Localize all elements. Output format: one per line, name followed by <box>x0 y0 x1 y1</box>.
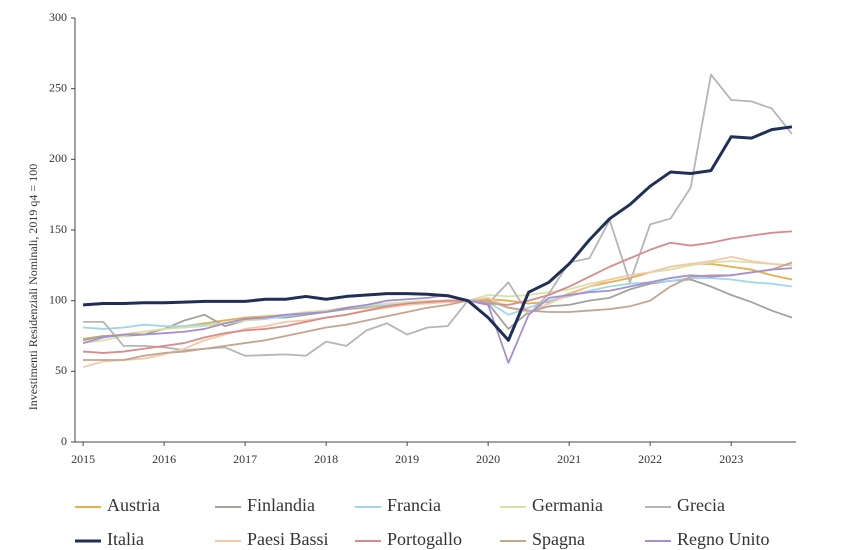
y-tick-label: 250 <box>49 80 67 94</box>
series-line <box>83 261 793 361</box>
series-line <box>82 125 793 342</box>
x-tick-label: 2015 <box>71 452 95 466</box>
legend-label: Finlandia <box>247 495 315 515</box>
x-tick-label: 2017 <box>233 452 257 466</box>
legend-label: Regno Unito <box>677 529 770 549</box>
legend-label: Austria <box>107 495 160 515</box>
x-tick-label: 2022 <box>638 452 662 466</box>
x-tick-label: 2016 <box>152 452 176 466</box>
x-tick-label: 2018 <box>314 452 338 466</box>
series-line <box>82 267 793 364</box>
legend-label: Portogallo <box>387 529 462 549</box>
series-line <box>82 255 793 368</box>
legend-label: Spagna <box>532 529 585 549</box>
y-tick-label: 100 <box>49 292 67 306</box>
y-tick-label: 50 <box>55 363 67 377</box>
y-tick-label: 0 <box>61 434 67 448</box>
x-tick-label: 2023 <box>719 452 743 466</box>
y-tick-label: 200 <box>49 151 67 165</box>
legend-label: Paesi Bassi <box>247 529 329 549</box>
series-line <box>83 230 793 354</box>
x-tick-label: 2020 <box>476 452 500 466</box>
y-tick-label: 300 <box>49 10 67 24</box>
y-tick-label: 150 <box>49 222 67 236</box>
legend-label: Italia <box>107 529 144 549</box>
y-axis-label: Investimenti Residenziali Nominali, 2019… <box>26 164 40 410</box>
legend-label: Francia <box>387 495 441 515</box>
x-tick-label: 2021 <box>557 452 581 466</box>
x-tick-label: 2019 <box>395 452 419 466</box>
legend-label: Grecia <box>677 495 725 515</box>
legend-label: Germania <box>532 495 603 515</box>
series-line <box>83 73 793 357</box>
